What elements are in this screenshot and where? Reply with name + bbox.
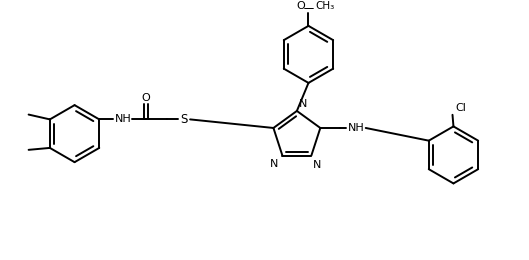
- Text: N: N: [313, 160, 322, 170]
- Text: O: O: [296, 1, 305, 11]
- Text: N: N: [270, 159, 279, 170]
- Text: O: O: [141, 93, 150, 103]
- Text: NH: NH: [115, 114, 132, 124]
- Text: S: S: [180, 113, 187, 126]
- Text: NH: NH: [348, 123, 364, 133]
- Text: CH₃: CH₃: [315, 1, 334, 11]
- Text: Cl: Cl: [455, 103, 466, 113]
- Text: N: N: [299, 99, 307, 109]
